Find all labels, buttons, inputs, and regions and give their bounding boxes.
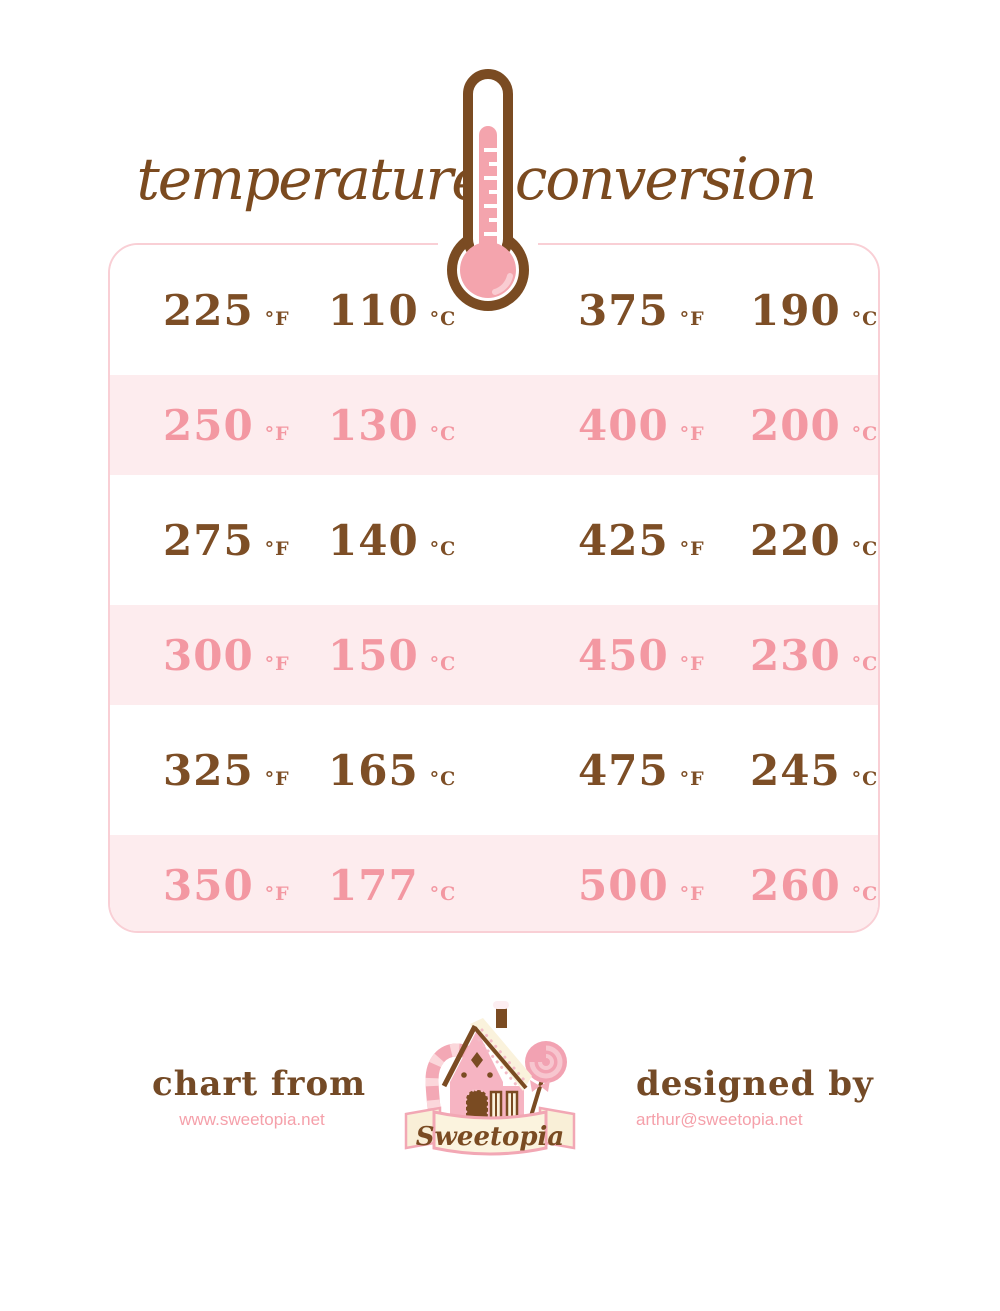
designed-by-credit: designed by arthur@sweetopia.net [636,1064,874,1130]
celsius-unit-label: °C [851,422,879,445]
celsius-unit-label: °C [429,652,457,675]
fahrenheit-pair: 450 °F [578,631,750,680]
title-word-temperature: temperature [136,145,485,213]
celsius-pair: 140 °C [328,516,578,565]
fahrenheit-value: 350 [163,860,254,910]
celsius-pair: 245 °C [750,746,878,795]
fahrenheit-value: 325 [163,745,254,795]
fahrenheit-value: 275 [163,515,254,565]
celsius-value: 165 [328,745,419,795]
fahrenheit-pair: 325 °F [163,746,328,795]
celsius-pair: 130 °C [328,401,578,450]
fahrenheit-value: 425 [578,515,669,565]
fahrenheit-unit-label: °F [264,652,290,675]
fahrenheit-pair: 300 °F [163,631,328,680]
fahrenheit-pair: 425 °F [578,516,750,565]
fahrenheit-unit-label: °F [264,767,290,790]
gingerbread-house-icon [441,1001,532,1126]
celsius-pair: 220 °C [750,516,878,565]
celsius-value: 230 [750,630,841,680]
fahrenheit-pair: 400 °F [578,401,750,450]
celsius-unit-label: °C [851,307,879,330]
fahrenheit-value: 300 [163,630,254,680]
celsius-value: 130 [328,400,419,450]
fahrenheit-unit-label: °F [264,422,290,445]
celsius-pair: 200 °C [750,401,878,450]
celsius-unit-label: °C [851,882,879,905]
fahrenheit-unit-label: °F [264,882,290,905]
fahrenheit-pair: 350 °F [163,861,328,910]
fahrenheit-pair: 275 °F [163,516,328,565]
fahrenheit-pair: 250 °F [163,401,328,450]
fahrenheit-pair: 225 °F [163,286,328,335]
celsius-pair: 260 °C [750,861,878,910]
lollipop-icon [525,1041,567,1128]
designed-by-label: designed by [636,1064,874,1104]
celsius-value: 110 [328,285,419,335]
celsius-unit-label: °C [429,767,457,790]
celsius-unit-label: °C [851,652,879,675]
fahrenheit-value: 500 [578,860,669,910]
fahrenheit-unit-label: °F [264,307,290,330]
celsius-pair: 110 °C [328,286,578,335]
fahrenheit-unit-label: °F [264,537,290,560]
fahrenheit-value: 375 [578,285,669,335]
fahrenheit-value: 250 [163,400,254,450]
conversion-table: 225 °F 110 °C 375 °F 190 °C 250 °F 130 °C 400 °… [108,243,880,933]
celsius-unit-label: °C [429,882,457,905]
logo-wordmark: Sweetopia [416,1122,565,1152]
fahrenheit-unit-label: °F [679,307,705,330]
celsius-pair: 230 °C [750,631,878,680]
fahrenheit-value: 400 [578,400,669,450]
celsius-unit-label: °C [429,307,457,330]
celsius-value: 220 [750,515,841,565]
designed-by-email: arthur@sweetopia.net [636,1110,803,1130]
table-row: 350 °F 177 °C 500 °F 260 °C [110,835,878,931]
fahrenheit-unit-label: °F [679,652,705,675]
celsius-unit-label: °C [851,767,879,790]
celsius-value: 245 [750,745,841,795]
fahrenheit-value: 225 [163,285,254,335]
fahrenheit-unit-label: °F [679,537,705,560]
fahrenheit-pair: 375 °F [578,286,750,335]
sweetopia-house-logo: Sweetopia [404,1001,576,1156]
table-row: 300 °F 150 °C 450 °F 230 °C [110,605,878,705]
table-row: 275 °F 140 °C 425 °F 220 °C [110,475,878,605]
fahrenheit-value: 475 [578,745,669,795]
chart-from-url: www.sweetopia.net [179,1110,325,1130]
title-word-conversion: conversion [514,145,817,213]
logo-banner-ribbon: Sweetopia [404,1106,576,1156]
celsius-pair: 165 °C [328,746,578,795]
fahrenheit-pair: 475 °F [578,746,750,795]
celsius-value: 200 [750,400,841,450]
fahrenheit-unit-label: °F [679,422,705,445]
celsius-value: 260 [750,860,841,910]
celsius-unit-label: °C [851,537,879,560]
table-row: 250 °F 130 °C 400 °F 200 °C [110,375,878,475]
celsius-pair: 177 °C [328,861,578,910]
celsius-value: 177 [328,860,419,910]
fahrenheit-pair: 500 °F [578,861,750,910]
thermometer-icon [438,69,538,311]
thermometer-ticks [484,148,497,236]
celsius-value: 190 [750,285,841,335]
table-row: 325 °F 165 °C 475 °F 245 °C [110,705,878,835]
fahrenheit-unit-label: °F [679,882,705,905]
celsius-pair: 150 °C [328,631,578,680]
celsius-value: 150 [328,630,419,680]
celsius-pair: 190 °C [750,286,878,335]
fahrenheit-unit-label: °F [679,767,705,790]
celsius-unit-label: °C [429,422,457,445]
chart-from-label: chart from [152,1064,367,1104]
chart-from-credit: chart from www.sweetopia.net [152,1064,367,1130]
celsius-value: 140 [328,515,419,565]
celsius-unit-label: °C [429,537,457,560]
fahrenheit-value: 450 [578,630,669,680]
